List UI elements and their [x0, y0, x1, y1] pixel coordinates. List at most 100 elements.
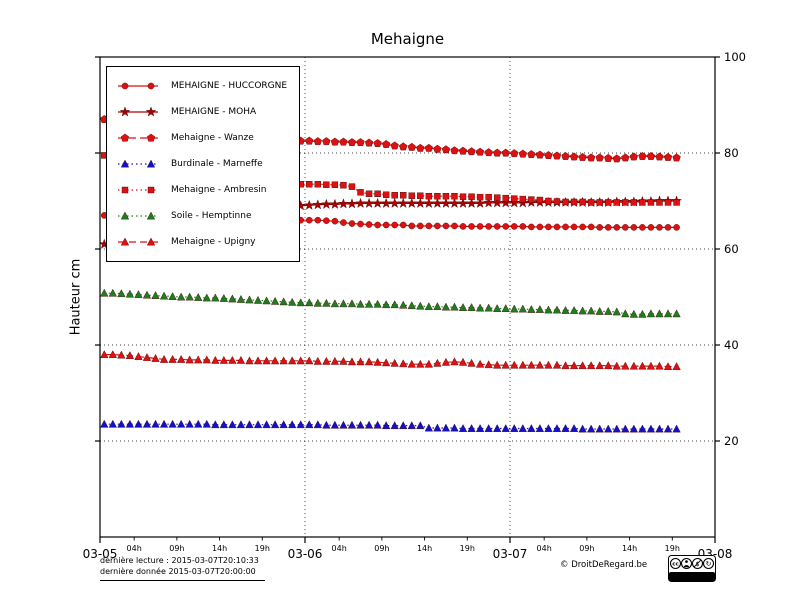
circle-marker — [528, 223, 535, 231]
triangle-marker — [194, 293, 203, 301]
triangle-marker — [356, 299, 365, 308]
square-marker — [365, 190, 373, 198]
pentagon-marker — [399, 142, 408, 151]
triangle-marker — [424, 302, 433, 310]
cc-badge-letters: BY NC SA — [672, 575, 712, 581]
triangle-marker — [236, 355, 246, 364]
triangle-marker — [484, 303, 493, 312]
triangle-marker — [202, 419, 211, 428]
legend-label: MEHAIGNE - HUCCORGNE — [171, 81, 288, 91]
star-marker — [119, 106, 131, 117]
circle-marker — [399, 221, 407, 229]
triangle-marker — [146, 211, 156, 220]
triangle-marker — [279, 297, 288, 306]
square-marker — [622, 199, 629, 206]
star-marker — [145, 106, 157, 117]
pentagon-marker — [527, 150, 536, 158]
triangle-marker — [177, 354, 186, 363]
star-marker — [449, 197, 460, 208]
square-marker — [442, 192, 450, 200]
pentagon-marker — [467, 147, 476, 156]
chart-title: Mehaigne — [370, 30, 445, 48]
triangle-marker — [117, 289, 126, 298]
triangle-marker — [484, 360, 493, 369]
triangle-marker — [552, 305, 562, 314]
triangle-marker — [159, 291, 169, 300]
triangle-marker — [407, 421, 416, 430]
circle-marker — [656, 224, 663, 231]
square-marker — [579, 198, 586, 206]
triangle-marker — [629, 309, 638, 318]
by-person-body — [683, 565, 690, 568]
triangle-marker — [458, 424, 468, 432]
circle-marker — [664, 224, 672, 231]
square-marker — [605, 199, 612, 206]
triangle-marker — [117, 350, 126, 359]
square-marker — [545, 197, 552, 205]
triangle-marker — [364, 357, 374, 366]
triangle-marker — [117, 419, 126, 428]
cc-badge-strip — [669, 572, 715, 581]
circle-marker — [502, 223, 510, 230]
triangle-marker — [518, 424, 527, 432]
square-marker — [664, 199, 672, 206]
triangle-marker — [202, 355, 211, 364]
triangle-marker — [322, 298, 331, 307]
pentagon-marker — [484, 148, 493, 157]
triangle-marker — [416, 359, 425, 368]
triangle-marker — [168, 419, 177, 428]
circle-marker — [545, 223, 552, 231]
pentagon-marker — [390, 141, 399, 150]
triangle-marker — [262, 420, 271, 429]
triangle-marker — [177, 419, 186, 428]
triangle-marker — [612, 424, 621, 433]
triangle-marker — [399, 359, 408, 368]
circle-marker — [365, 221, 373, 228]
triangle-marker — [270, 356, 280, 365]
triangle-marker — [120, 211, 130, 220]
square-marker — [519, 195, 527, 203]
legend-label: Mehaigne - Wanze — [171, 133, 254, 143]
triangle-marker — [168, 354, 177, 363]
sa-arrow-icon — [702, 557, 715, 570]
star-marker — [397, 197, 409, 208]
pentagon-marker — [450, 146, 459, 155]
triangle-marker — [236, 420, 246, 429]
cc-icon-text: cc — [672, 562, 679, 568]
triangle-marker — [621, 309, 630, 318]
triangle-marker — [655, 424, 664, 433]
pentagon-marker — [672, 153, 681, 162]
triangle-marker — [253, 295, 263, 304]
triangle-marker — [475, 303, 485, 312]
pentagon-marker — [544, 151, 553, 159]
triangle-marker — [262, 356, 271, 365]
square-marker — [502, 194, 509, 202]
x-minor-tick-label: 04h — [537, 544, 552, 553]
circle-marker — [348, 220, 356, 227]
pentagon-marker — [416, 143, 425, 152]
pentagon-marker — [569, 152, 579, 161]
triangle-marker — [142, 290, 152, 299]
triangle-marker — [535, 305, 545, 313]
triangle-marker — [211, 355, 220, 364]
triangle-marker — [604, 306, 613, 315]
triangle-marker — [629, 361, 638, 370]
triangle-marker — [202, 293, 211, 302]
square-marker — [434, 192, 441, 200]
triangle-marker — [450, 357, 459, 366]
triangle-marker — [194, 419, 203, 428]
legend-label: Soile - Hemptinne — [171, 211, 252, 221]
pentagon-marker-icon — [118, 133, 158, 142]
y-tick-label: 100 — [724, 50, 746, 64]
triangle-marker — [142, 419, 152, 428]
triangle-marker — [262, 296, 271, 305]
triangle-marker — [587, 306, 596, 315]
triangle-marker — [185, 355, 194, 364]
triangle-marker — [663, 309, 673, 318]
x-minor-tick-label: 19h — [460, 544, 475, 553]
pentagon-marker — [510, 149, 519, 157]
pentagon-marker — [629, 152, 638, 161]
pentagon-marker — [322, 137, 331, 145]
triangle-marker — [270, 420, 280, 429]
